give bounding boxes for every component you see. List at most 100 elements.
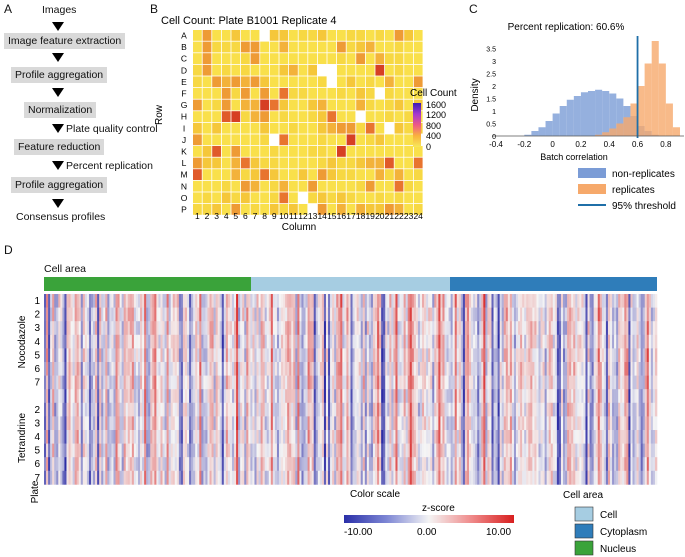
heatmap-b-well (327, 157, 337, 169)
heatmap-b-well (346, 99, 356, 111)
heatmap-b-well (250, 134, 260, 146)
heatmap-b-well (212, 157, 221, 169)
panel-d-letter: D (4, 243, 13, 257)
heatmap-b-well (250, 169, 260, 180)
histogram-ylabel: Density (470, 78, 481, 111)
heatmap-b-well (394, 30, 404, 41)
profile-heatmap-row (44, 389, 47, 404)
heatmap-b-well (231, 157, 241, 169)
heatmap-b-well (394, 204, 404, 215)
heatmap-b-well (404, 88, 413, 99)
heatmap-b-well (365, 76, 375, 88)
heatmap-b-well (260, 41, 269, 53)
heatmap-b-well (356, 146, 365, 157)
heatmap-b-well (231, 169, 241, 180)
heatmap-b-well (346, 157, 356, 169)
heatmap-b-well (404, 180, 413, 192)
heatmap-b-well (202, 157, 212, 169)
heatmap-b-well (289, 88, 298, 99)
heatmap-b-well (212, 122, 221, 134)
heatmap-b-well (317, 99, 327, 111)
heatmap-b-well (279, 88, 289, 99)
heatmap-b-well (365, 41, 375, 53)
heatmap-b-well (394, 146, 404, 157)
heatmap-b-well (289, 146, 298, 157)
histogram-bar-replicates (630, 103, 638, 136)
heatmap-b-well (269, 192, 279, 204)
heatmap-b-well (231, 146, 241, 157)
heatmap-b-well (327, 88, 337, 99)
heatmap-b-col-label: 6 (243, 211, 248, 221)
heatmap-b-well (385, 88, 394, 99)
profile-heatmap-row-label: 7 (34, 473, 40, 484)
heatmap-b-well (385, 64, 394, 76)
heatmap-b-row-label: I (183, 123, 185, 133)
histogram-title: Percent replication: 60.6% (508, 22, 625, 33)
heatmap-b-well (212, 30, 221, 41)
heatmap-b-well (260, 180, 269, 192)
heatmap-b-well (202, 76, 212, 88)
heatmap-b-well (260, 76, 269, 88)
histogram-bar-non-replicates (524, 134, 532, 136)
histogram-xlabel: Batch correlation (540, 152, 608, 162)
histogram-bar-replicates (602, 132, 610, 136)
heatmap-b-well (327, 180, 337, 192)
heatmap-b-well (356, 76, 365, 88)
heatmap-b-well (212, 99, 221, 111)
area-legend-nucleus-swatch (574, 540, 594, 556)
heatmap-b-well (231, 192, 241, 204)
heatmap-b-xlabel: Column (282, 222, 316, 233)
histogram-y-tick: 1.5 (486, 97, 496, 104)
heatmap-b-well (375, 122, 385, 134)
heatmap-b-well (269, 157, 279, 169)
profile-heatmap-row-label: 3 (34, 418, 40, 429)
heatmap-b-well (250, 180, 260, 192)
heatmap-b-well (202, 99, 212, 111)
heatmap-b-well (221, 192, 231, 204)
heatmap-b-well (241, 88, 250, 99)
heatmap-b-well (260, 204, 269, 215)
heatmap-b-well (212, 192, 221, 204)
heatmap-b-well (394, 41, 404, 53)
histogram-bar-non-replicates (531, 131, 539, 136)
heatmap-b-well (231, 180, 241, 192)
heatmap-b-well (250, 122, 260, 134)
heatmap-b-well (337, 146, 346, 157)
heatmap-b-well (404, 146, 413, 157)
heatmap-b-well (413, 169, 423, 180)
heatmap-b-well (298, 204, 308, 215)
heatmap-b-well (356, 204, 365, 215)
heatmap-b-well (221, 146, 231, 157)
profile-heatmap-stripes (44, 294, 658, 485)
heatmap-b-well (375, 53, 385, 64)
heatmap-b-well (375, 76, 385, 88)
heatmap-b-well (356, 111, 365, 122)
heatmap-b-well (202, 180, 212, 192)
area-legend-cell-swatch (574, 506, 594, 522)
heatmap-b-well (346, 180, 356, 192)
colorbar-b-tick: 1600 (426, 100, 446, 110)
flow-step-feature-reduction: Feature reduction (14, 139, 105, 155)
heatmap-b-well (346, 88, 356, 99)
heatmap-b-well (193, 157, 202, 169)
heatmap-b-well (279, 169, 289, 180)
heatmap-b-well (212, 111, 221, 122)
heatmap-b-well (250, 53, 260, 64)
heatmap-b-well (385, 157, 394, 169)
heatmap-b-well (308, 99, 317, 111)
heatmap-b-col-label: 23 (404, 211, 414, 221)
heatmap-b-well (385, 204, 394, 215)
heatmap-b-row-label: G (181, 100, 188, 110)
heatmap-b-col-label: 17 (346, 211, 356, 221)
heatmap-b-col-label: 4 (224, 211, 229, 221)
heatmap-b-row-label: K (181, 147, 187, 157)
heatmap-b-well (365, 53, 375, 64)
heatmap-b-well (308, 180, 317, 192)
heatmap-b-well (202, 169, 212, 180)
heatmap-b-well (241, 111, 250, 122)
heatmap-b-well (241, 41, 250, 53)
heatmap-b-well (394, 157, 404, 169)
heatmap-b-well (202, 111, 212, 122)
heatmap-b-well (260, 30, 269, 41)
heatmap-b-well (356, 53, 365, 64)
